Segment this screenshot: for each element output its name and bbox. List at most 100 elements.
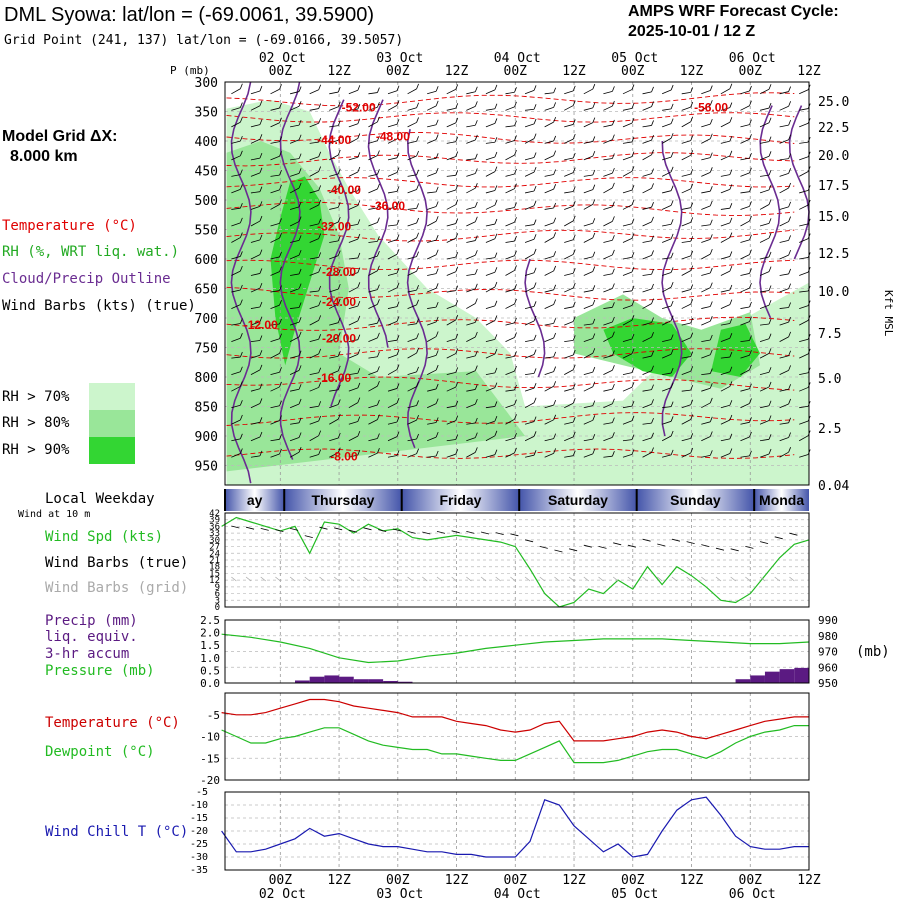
wind-barb [729,448,733,454]
wind-barb [670,133,674,139]
precip-bar [295,680,310,683]
wind-barb [729,232,733,238]
wind-barb [455,251,459,258]
wind-barb [749,431,752,438]
wind-barb [533,167,537,173]
wind-barb [250,436,261,442]
wind-barb [631,166,635,172]
wind-barb [603,336,613,342]
wind-barb [309,122,319,128]
wind-barb [416,266,419,272]
wind-barb [259,167,263,173]
wind-barb [642,437,652,442]
wind-tick-label: 27 [209,543,220,553]
wind-barb [553,414,557,420]
wind-barb [279,285,282,291]
wind-barb [544,452,554,458]
weekday-label: Saturday [548,492,608,508]
wind-barb [231,371,241,376]
wind-barb [377,366,380,372]
wind-barb [250,321,261,326]
wind-barb [701,354,711,359]
wind-barb [720,323,730,326]
wind-barb [544,92,554,95]
wind-barb [583,304,593,309]
wind-barb [270,256,280,260]
legend-wind-barbs: Wind Barbs (kts) (true) [2,298,196,314]
sfc-wind-barb-grid [671,576,678,582]
wind-barb [631,103,635,109]
wind-barb [435,283,439,289]
wind-barb [524,454,535,458]
windchill-tick-label: -15 [190,813,208,824]
wind-barb [749,186,752,192]
wind-barb [387,172,398,177]
wind-barb [583,338,593,342]
wind-barb [505,303,515,309]
wind-barb [729,400,733,406]
wind-barb [651,216,654,223]
wind-barb [416,381,419,387]
wind-barb [612,216,615,222]
wind-barb [662,156,672,161]
wind-barb [231,207,241,210]
wind-barb [455,266,459,272]
wind-barb [749,282,752,289]
wind-barb [329,91,339,95]
wind-barb [779,158,789,161]
wind-barb [592,184,596,190]
sfc-wind-barb-true [363,527,372,531]
wind-barb [348,320,359,326]
wind-tick-label: 15 [209,569,220,579]
wind-barb [740,306,750,309]
cloud-outline [279,81,301,460]
wind-barb [572,431,576,437]
wind-barb [642,288,652,293]
wind-barb [289,288,300,293]
wind-barb [651,365,654,371]
wind-barb [348,156,358,161]
wind-barb [514,217,517,223]
wind-barb [407,88,417,95]
wind-barb [318,315,322,321]
windchill-tick-label: -35 [190,865,208,876]
wind-barb [592,434,596,440]
isotherm-line [226,348,795,359]
wind-barb [231,356,241,359]
wind-barb [259,316,263,322]
wind-barb [670,267,674,273]
wind-barb [651,120,654,126]
wind-barb [631,415,635,421]
wind-barb [701,171,711,177]
wind-barb [309,223,319,227]
wind-barb [788,101,792,107]
wind-barb [250,403,261,409]
wind-barb [309,108,319,111]
sfc-wind-barb-true [730,548,739,552]
wind-barb [494,137,498,143]
wind-barb [642,370,652,376]
wind-barb [583,352,594,359]
wind-barb [533,152,537,158]
wind-barb [348,372,358,376]
wind-barb [729,203,733,209]
wind-barb [446,189,456,194]
wind-barb [387,272,398,276]
wind-barb [612,268,615,274]
wind-barb [661,353,672,359]
wind-barb [788,365,792,371]
pressure-tick-label: 450 [195,165,218,180]
wind-barb [768,117,772,123]
pressure-tick-label: 500 [195,194,218,209]
pressure-tick-label-right: 950 [818,677,838,690]
wind-barb [446,453,456,458]
wind-barb [612,201,615,207]
precip-bar [397,681,413,683]
wind-barb [720,404,730,409]
wind-barb [239,366,243,372]
sfc-wind-barb-true [598,546,607,549]
wind-barb [329,139,339,144]
wind-barb [329,154,339,161]
pressure-tick-label: 650 [195,283,218,298]
wind-barb [779,288,789,293]
